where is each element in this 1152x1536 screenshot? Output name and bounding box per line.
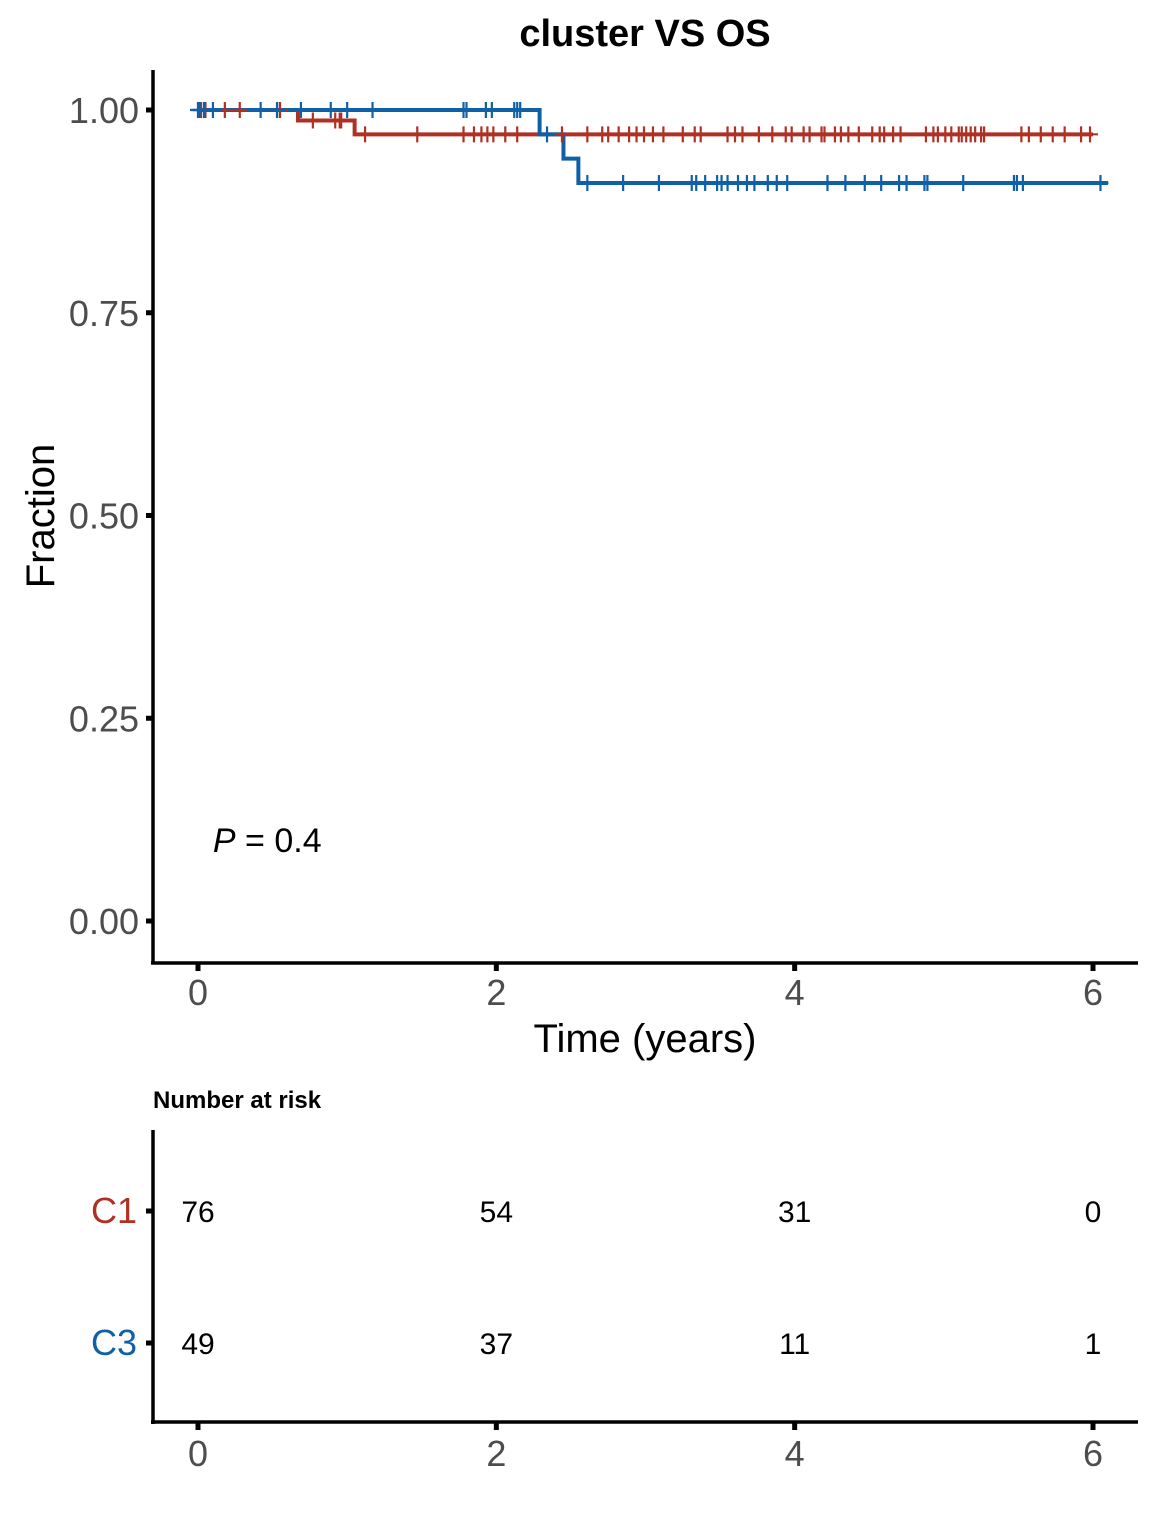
- censor-mark-c1: [976, 126, 993, 143]
- risk-strata-label-c3: C3: [91, 1322, 137, 1363]
- censor-mark-c3: [819, 174, 836, 191]
- censor-mark-c1: [357, 126, 374, 143]
- censor-mark-c3: [322, 102, 339, 118]
- censor-mark-c1: [1082, 126, 1099, 143]
- censor-mark-c3: [1014, 174, 1031, 191]
- censor-mark-c1: [553, 126, 570, 143]
- risk-x-axis-ticks: 0 2 4 6: [188, 1422, 1103, 1474]
- p-value-symbol: P: [213, 822, 236, 860]
- censor-mark-c3: [779, 174, 796, 191]
- censor-mark-c3: [856, 174, 873, 191]
- censor-mark-c3: [364, 102, 381, 118]
- y-tick-label: 0.25: [69, 698, 139, 739]
- censor-mark-c1: [509, 126, 526, 143]
- y-axis-title: Fraction: [19, 444, 63, 589]
- x-tick-label: 6: [1083, 972, 1103, 1013]
- censor-mark-c1: [750, 126, 767, 143]
- risk-value-c3: 1: [1085, 1328, 1102, 1361]
- censor-mark-c3: [458, 102, 475, 118]
- risk-value-c3: 37: [480, 1328, 513, 1361]
- risk-x-tick-label: 2: [486, 1433, 506, 1474]
- censor-mark-c3: [919, 174, 936, 191]
- chart-title: cluster VS OS: [519, 13, 770, 55]
- risk-value-c1: 54: [480, 1196, 513, 1229]
- risk-strata-label-c1: C1: [91, 1190, 137, 1231]
- censor-mark-c1: [850, 126, 867, 143]
- risk-value-c1: 0: [1085, 1196, 1102, 1229]
- censor-mark-c3: [1092, 174, 1109, 191]
- censor-mark-c3: [339, 102, 356, 118]
- y-axis-ticks: 0.00 0.25 0.50 0.75 1.00: [69, 90, 153, 942]
- censor-mark-c3: [955, 174, 972, 191]
- p-value-annotation: P = 0.4: [213, 822, 322, 860]
- x-tick-label: 4: [785, 972, 805, 1013]
- censor-mark-c1: [409, 126, 426, 143]
- censor-mark-c1: [1056, 126, 1073, 143]
- censor-mark-c3: [292, 102, 309, 118]
- x-tick-label: 0: [188, 972, 208, 1013]
- x-axis-title: Time (years): [534, 1017, 757, 1061]
- censor-mark-c1: [579, 126, 596, 143]
- risk-table-title: Number at risk: [153, 1087, 322, 1114]
- censor-mark-c3: [579, 174, 596, 191]
- y-tick-label: 1.00: [69, 90, 139, 131]
- censor-mark-c3: [873, 174, 890, 191]
- risk-value-c1: 76: [181, 1196, 214, 1229]
- censor-mark-c3: [837, 174, 854, 191]
- y-tick-label: 0.00: [69, 901, 139, 942]
- censor-mark-c3: [252, 102, 269, 118]
- censor-mark-c1: [764, 126, 781, 143]
- survival-plot: 0.00 0.25 0.50 0.75 1.00 0 2 4 6 Time (years) F…: [19, 70, 1138, 1061]
- censor-mark-c1: [304, 112, 321, 129]
- km-curve-c3: [198, 108, 1108, 185]
- censor-mark-c3: [898, 174, 915, 191]
- y-tick-label: 0.50: [69, 496, 139, 537]
- risk-value-c1: 31: [778, 1196, 811, 1229]
- risk-value-c3: 11: [779, 1328, 810, 1361]
- censor-mark-c3: [483, 102, 500, 118]
- censor-mark-c1: [692, 126, 709, 143]
- x-axis-ticks: 0 2 4 6: [188, 963, 1103, 1013]
- censor-mark-c1: [333, 112, 350, 129]
- censor-mark-c1: [892, 126, 909, 143]
- censor-mark-c3: [746, 174, 763, 191]
- risk-x-tick-label: 6: [1083, 1433, 1103, 1474]
- censor-marks: [190, 102, 1109, 191]
- censor-mark-c3: [615, 174, 632, 191]
- censor-mark-c3: [539, 126, 556, 143]
- risk-x-tick-label: 4: [785, 1433, 805, 1474]
- censor-mark-c3: [512, 102, 529, 118]
- censor-mark-c3: [650, 174, 667, 191]
- censor-mark-c1: [734, 126, 751, 143]
- y-tick-label: 0.75: [69, 293, 139, 334]
- censor-mark-c1: [655, 126, 672, 143]
- risk-value-c3: 49: [181, 1328, 214, 1361]
- p-value-text: = 0.4: [236, 822, 322, 860]
- censor-mark-c3: [269, 102, 286, 118]
- risk-x-tick-label: 0: [188, 1433, 208, 1474]
- x-tick-label: 2: [486, 972, 506, 1013]
- censor-mark-c3: [204, 102, 221, 118]
- censor-mark-c1: [231, 102, 248, 118]
- risk-rows: C1 76 54 31 0C3 49 37 11 1: [91, 1190, 1101, 1363]
